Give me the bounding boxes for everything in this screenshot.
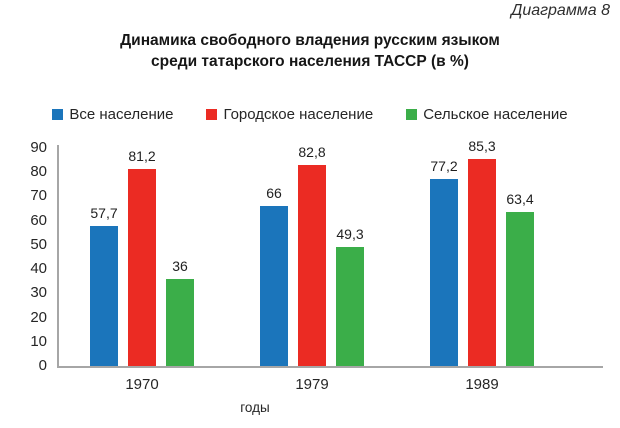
legend-label: Сельское население [423, 106, 568, 123]
legend-item-2: Городское население [206, 106, 373, 123]
x-axis-line [57, 366, 603, 368]
bar-1989-series-3 [506, 212, 534, 366]
y-axis-tick-label: 10 [30, 332, 47, 350]
bar-value-label: 36 [172, 258, 188, 274]
y-axis-tick-label: 20 [30, 308, 47, 326]
y-axis-tick-label: 0 [38, 357, 47, 374]
legend-swatch-icon [206, 109, 218, 120]
bar-1979-series-2 [298, 165, 326, 366]
y-axis-tick-label: 60 [30, 211, 47, 229]
bar-1989-series-2 [468, 159, 496, 366]
legend-swatch-icon [52, 109, 64, 120]
bar-value-label: 81,2 [128, 148, 156, 164]
legend: Все население Городское население Сельское… [0, 106, 620, 123]
legend-swatch-icon [406, 109, 418, 120]
bar-1989-series-1 [430, 179, 458, 366]
chart-title-line-2: среди татарского населения ТАССР (в %) [151, 53, 469, 70]
bar-1970-series-3 [166, 279, 194, 366]
bar-value-label: 85,3 [468, 138, 496, 154]
bar-value-label: 82,8 [298, 144, 326, 160]
legend-label: Все население [69, 106, 174, 123]
chart-title-line-1: Динамика свободного владения русским язы… [120, 32, 500, 49]
y-axis-tick-label: 50 [30, 235, 47, 253]
legend-item-1: Все население [52, 106, 173, 123]
bar-value-label: 66 [266, 185, 282, 201]
x-axis-category-label: 1989 [465, 376, 499, 393]
chart-title: Динамика свободного владения русским язы… [0, 30, 620, 72]
diagram-number-label: Диаграмма 8 [511, 2, 610, 19]
y-axis-line [57, 145, 59, 368]
y-axis-tick-label: 70 [30, 187, 47, 205]
bar-1979-series-1 [260, 206, 288, 366]
x-axis-category-label: 1979 [295, 376, 329, 393]
y-axis-tick-label: 30 [30, 284, 47, 302]
bar-1970-series-2 [128, 169, 156, 366]
bar-1979-series-3 [336, 247, 364, 366]
legend-label: Городское население [223, 106, 374, 123]
bar-1970-series-1 [90, 226, 118, 366]
bar-value-label: 77,2 [430, 158, 458, 174]
y-axis-tick-label: 40 [30, 260, 47, 278]
x-axis-title: годы [240, 400, 270, 415]
bar-value-label: 63,4 [506, 191, 534, 207]
x-axis-category-label: 1970 [125, 376, 159, 393]
bar-value-label: 57,7 [90, 205, 118, 221]
legend-item-3: Сельское население [406, 106, 568, 123]
bar-value-label: 49,3 [336, 226, 364, 242]
y-axis-tick-label: 80 [30, 163, 47, 181]
y-axis-tick-label: 90 [30, 139, 47, 156]
